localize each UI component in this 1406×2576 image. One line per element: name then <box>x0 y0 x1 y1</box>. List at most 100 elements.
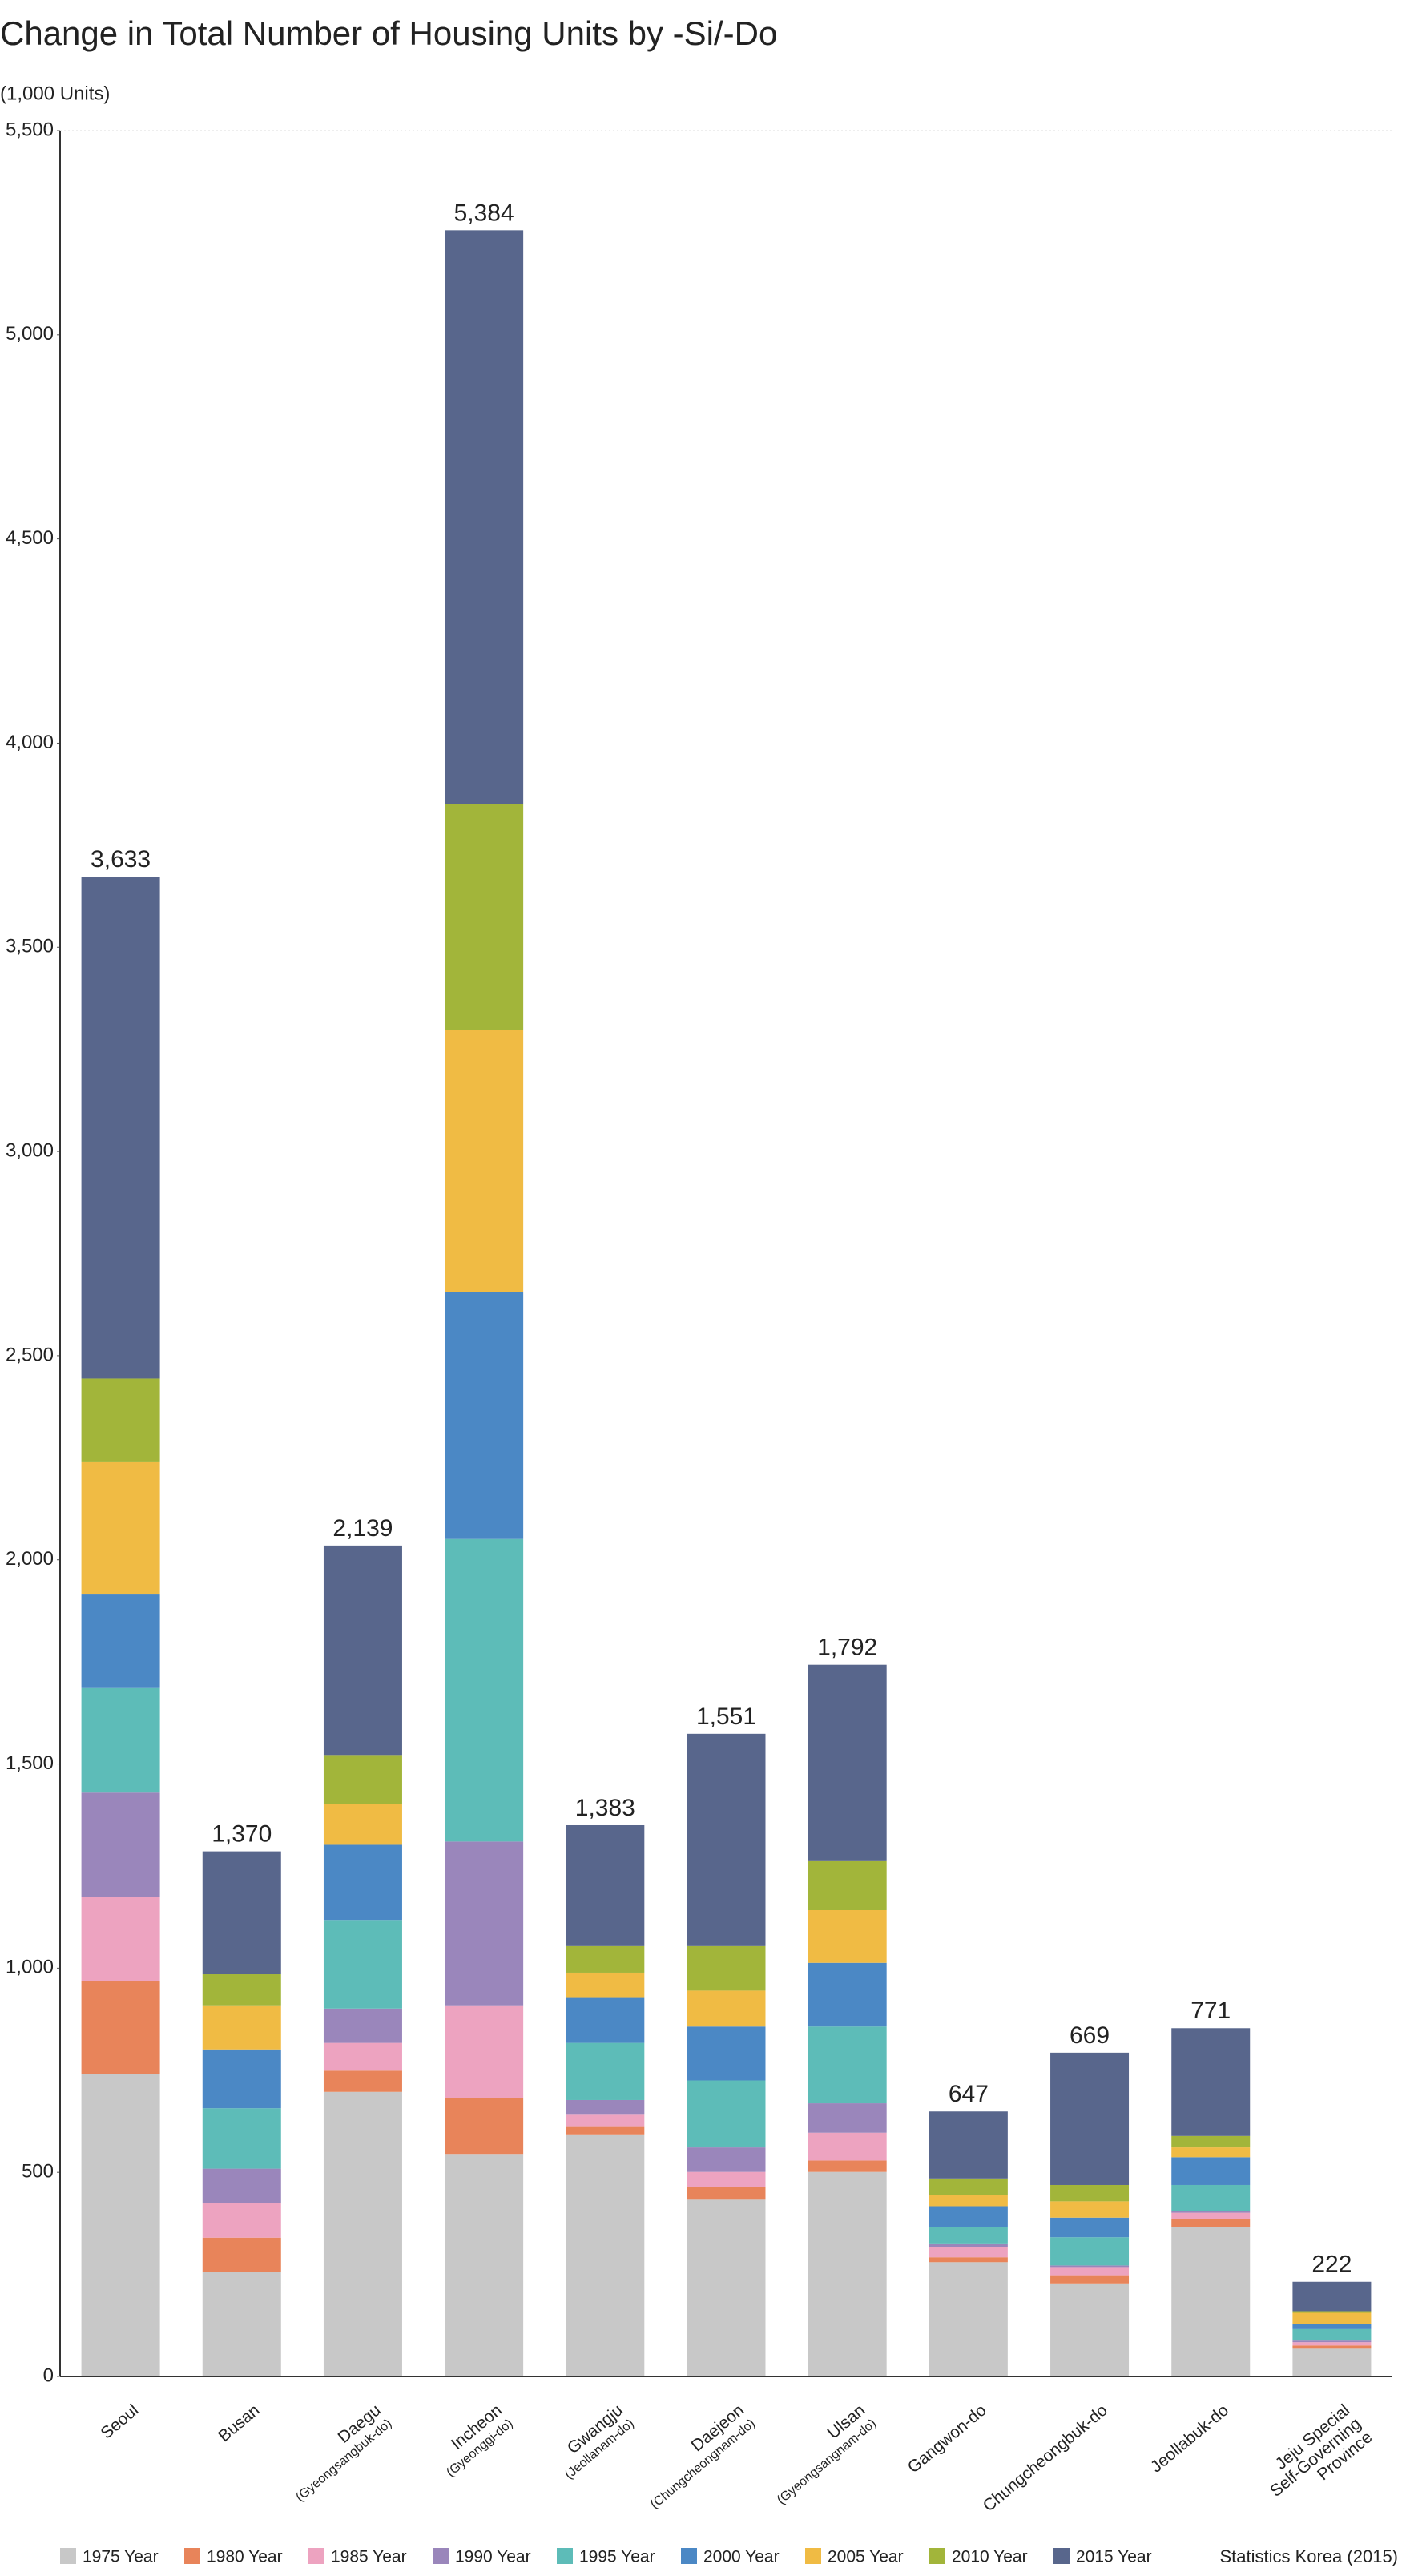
bar-segment <box>1050 2267 1130 2276</box>
legend-label: 1980 Year <box>207 2548 283 2566</box>
bar-segment <box>929 2257 1008 2263</box>
x-tick-label-group: Busan <box>215 2401 263 2445</box>
bar-segment <box>929 2195 1008 2207</box>
x-tick-label-group: Gangwon-do <box>904 2401 990 2477</box>
bar-segment <box>1292 2328 1372 2341</box>
bar-segment <box>1050 2201 1130 2218</box>
bar-segment <box>1171 2028 1251 2136</box>
bar-segment <box>808 2132 887 2161</box>
source-note: Statistics Korea (2015) <box>1219 2546 1398 2566</box>
x-tick-label: Busan <box>215 2401 263 2445</box>
legend-label: 1975 Year <box>83 2548 159 2566</box>
legend-label: 1995 Year <box>579 2548 655 2566</box>
y-tick-label: 4,000 <box>6 732 54 753</box>
bar-segment <box>687 2187 766 2200</box>
legend-swatch <box>433 2548 449 2564</box>
x-tick-label-group: Chungcheongbuk-do <box>980 2401 1111 2515</box>
bar-segment <box>929 2227 1008 2244</box>
bar-segment <box>1292 2312 1372 2324</box>
bar-segment <box>566 1945 645 1973</box>
total-label: 1,551 <box>696 1703 756 1730</box>
bar-segment <box>202 2272 281 2376</box>
bar-segment <box>566 2042 645 2100</box>
bar-segment <box>202 2237 281 2272</box>
bar-segment <box>1292 2348 1372 2376</box>
bar-segment <box>687 2171 766 2187</box>
bar-segment <box>323 1755 402 1804</box>
bar-segment <box>929 2206 1008 2227</box>
bar-segment <box>687 2199 766 2376</box>
legend-label: 2010 Year <box>952 2548 1028 2566</box>
bar-segment <box>81 1378 160 1462</box>
x-tick-label: Chungcheongbuk-do <box>980 2401 1111 2515</box>
legend-swatch <box>805 2548 821 2564</box>
y-tick-label: 1,000 <box>6 1957 54 1978</box>
bar-segment <box>81 2074 160 2376</box>
bar-segment <box>1171 2227 1251 2376</box>
bar-segment <box>1050 2237 1130 2266</box>
bar-segment <box>323 2042 402 2071</box>
x-tick-label-group: Daegu(Gyeongsangbuk-do) <box>293 2401 394 2504</box>
bar-segment <box>202 1974 281 2006</box>
bar-segment <box>808 2171 887 2376</box>
y-tick-label: 1,500 <box>6 1752 54 1774</box>
bar-segment <box>566 1997 645 2043</box>
bar-segment <box>445 2154 524 2376</box>
bar-segment <box>323 2070 402 2092</box>
total-label: 5,384 <box>454 200 514 226</box>
bar-segment <box>81 1792 160 1897</box>
total-label: 2,139 <box>332 1515 393 1542</box>
bar-segment <box>202 2108 281 2169</box>
bar-segment <box>445 2005 524 2098</box>
bar-segment <box>323 1804 402 1845</box>
bar-segment <box>1292 2311 1372 2313</box>
bar-segment <box>202 2168 281 2203</box>
bar-segment <box>323 2008 402 2043</box>
bar-segment <box>202 1851 281 1975</box>
bar-segment <box>1292 2281 1372 2312</box>
bar-segment <box>81 1897 160 1981</box>
y-tick-label: 0 <box>43 2364 54 2386</box>
x-tick-label: Jeollabuk-do <box>1147 2401 1232 2476</box>
x-tick-label: Gangwon-do <box>904 2401 990 2477</box>
y-tick-label: 3,000 <box>6 1139 54 1161</box>
bar-segment <box>202 2049 281 2109</box>
legend-label: 1990 Year <box>455 2548 531 2566</box>
x-tick-label-group: Ulsan(Gyeongsangnam-do) <box>775 2401 879 2507</box>
bar-segment <box>81 1461 160 1595</box>
bar-segment <box>566 2126 645 2135</box>
bar-segment <box>202 2005 281 2050</box>
legend-swatch <box>1053 2548 1070 2564</box>
total-label: 222 <box>1311 2251 1352 2278</box>
bar-segment <box>566 1972 645 1998</box>
legend-label: 2015 Year <box>1076 2548 1152 2566</box>
bar-segment <box>445 1841 524 2006</box>
bar-segment <box>808 2160 887 2172</box>
bar-segment <box>445 804 524 1030</box>
legend-label: 1985 Year <box>331 2548 407 2566</box>
total-label: 771 <box>1190 1998 1231 2024</box>
bar-segment <box>808 2026 887 2104</box>
bar-segment <box>687 1945 766 1991</box>
bar-segment <box>81 1594 160 1688</box>
y-tick-label: 500 <box>22 2161 54 2183</box>
bar-segment <box>1050 2275 1130 2284</box>
bar-segment <box>81 1981 160 2074</box>
bar-segment <box>445 1030 524 1292</box>
total-label: 1,383 <box>575 1795 635 1821</box>
bar-segment <box>566 1824 645 1946</box>
y-tick-label: 4,500 <box>6 527 54 549</box>
y-tick-label: 2,000 <box>6 1548 54 1570</box>
x-tick-label-group: Gwangju(Jeollanam-do) <box>562 2401 637 2481</box>
bar-segment <box>1171 2147 1251 2158</box>
y-tick-label: 3,500 <box>6 936 54 957</box>
bar-segment <box>1050 2217 1130 2238</box>
bar-segment <box>687 1990 766 2027</box>
bar-segment <box>1292 2340 1372 2343</box>
bar-segment <box>929 2243 1008 2247</box>
y-axis-label: (1,000 Units) <box>0 83 110 104</box>
bar-segment <box>687 2147 766 2172</box>
bar-segment <box>929 2111 1008 2179</box>
bar-segment <box>808 1860 887 1910</box>
bar-segment <box>808 1664 887 1861</box>
